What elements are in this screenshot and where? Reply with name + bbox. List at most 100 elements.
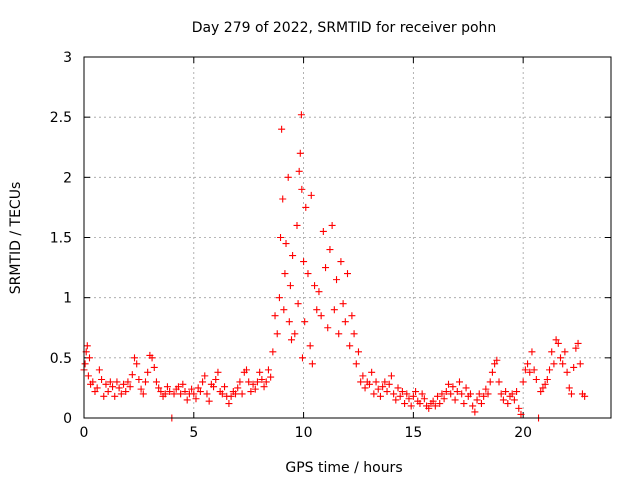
data-point — [440, 395, 448, 403]
data-point — [264, 366, 272, 374]
data-point — [166, 388, 174, 396]
data-point — [532, 375, 540, 383]
data-point — [521, 366, 529, 374]
data-point — [361, 384, 369, 392]
data-point — [236, 378, 244, 386]
y-tick-label: 1.5 — [50, 231, 72, 247]
data-point — [438, 390, 446, 398]
data-point — [324, 324, 332, 332]
data-point — [442, 388, 450, 396]
data-point — [225, 400, 233, 408]
data-point — [271, 312, 279, 320]
data-point — [83, 342, 91, 350]
data-point — [563, 368, 571, 376]
data-point — [256, 368, 264, 376]
data-point — [288, 336, 296, 344]
data-point — [190, 390, 198, 398]
data-point — [278, 125, 286, 133]
data-point — [554, 339, 562, 347]
data-point — [177, 390, 185, 398]
data-point — [302, 203, 310, 211]
data-point — [526, 368, 534, 376]
data-point — [475, 390, 483, 398]
data-point — [297, 111, 305, 119]
data-point — [392, 396, 400, 404]
data-point — [144, 368, 152, 376]
data-point — [85, 354, 93, 362]
data-point — [510, 396, 518, 404]
data-point — [453, 388, 461, 396]
data-point — [383, 388, 391, 396]
data-point — [141, 378, 149, 386]
data-point — [95, 366, 103, 374]
data-point — [275, 294, 283, 302]
x-tick-label: 0 — [80, 425, 89, 441]
data-point — [203, 390, 211, 398]
data-point — [504, 400, 512, 408]
data-point — [409, 392, 417, 400]
data-point — [210, 383, 218, 391]
data-point — [425, 404, 433, 412]
data-point — [458, 390, 466, 398]
data-point — [339, 300, 347, 308]
data-point — [374, 385, 382, 393]
data-point — [451, 396, 459, 404]
data-point — [300, 258, 308, 266]
y-tick-label: 3 — [63, 50, 72, 66]
data-point — [515, 404, 523, 412]
data-point — [359, 372, 367, 380]
data-point — [337, 258, 345, 266]
data-point — [368, 368, 376, 376]
data-point — [416, 400, 424, 408]
data-point — [218, 390, 226, 398]
data-point — [315, 288, 323, 296]
data-point — [234, 384, 242, 392]
data-point — [550, 360, 558, 368]
data-point — [84, 372, 92, 380]
data-point — [561, 348, 569, 356]
data-point — [390, 390, 398, 398]
data-point — [445, 380, 453, 388]
data-point — [296, 149, 304, 157]
data-point — [150, 363, 158, 371]
y-tick-label: 2.5 — [50, 110, 72, 126]
data-point — [262, 378, 270, 386]
data-point — [196, 388, 204, 396]
data-point — [284, 173, 292, 181]
data-point — [232, 390, 240, 398]
data-point — [109, 383, 117, 391]
data-point — [201, 372, 209, 380]
data-point — [181, 388, 189, 396]
data-point — [570, 363, 578, 371]
data-point — [192, 395, 200, 403]
data-point — [131, 354, 139, 362]
grid-lines — [84, 57, 611, 418]
data-point — [398, 388, 406, 396]
data-point — [313, 306, 321, 314]
data-point — [282, 240, 290, 248]
data-point — [188, 385, 196, 393]
x-tick-label: 15 — [404, 425, 422, 441]
data-point — [91, 388, 99, 396]
data-point — [447, 390, 455, 398]
data-point — [326, 246, 334, 254]
data-point — [161, 390, 169, 398]
data-point — [298, 185, 306, 193]
data-point — [484, 390, 492, 398]
data-point — [434, 392, 442, 400]
data-point — [429, 397, 437, 405]
x-tick-label: 20 — [514, 425, 532, 441]
data-point — [528, 348, 536, 356]
data-point — [120, 380, 128, 388]
data-point — [322, 264, 330, 272]
data-point — [295, 167, 303, 175]
data-point — [460, 400, 468, 408]
data-point — [253, 378, 261, 386]
data-point — [247, 388, 255, 396]
data-point — [307, 191, 315, 199]
data-point — [335, 330, 343, 338]
data-point — [311, 282, 319, 290]
data-point — [93, 384, 101, 392]
data-point — [286, 282, 294, 290]
